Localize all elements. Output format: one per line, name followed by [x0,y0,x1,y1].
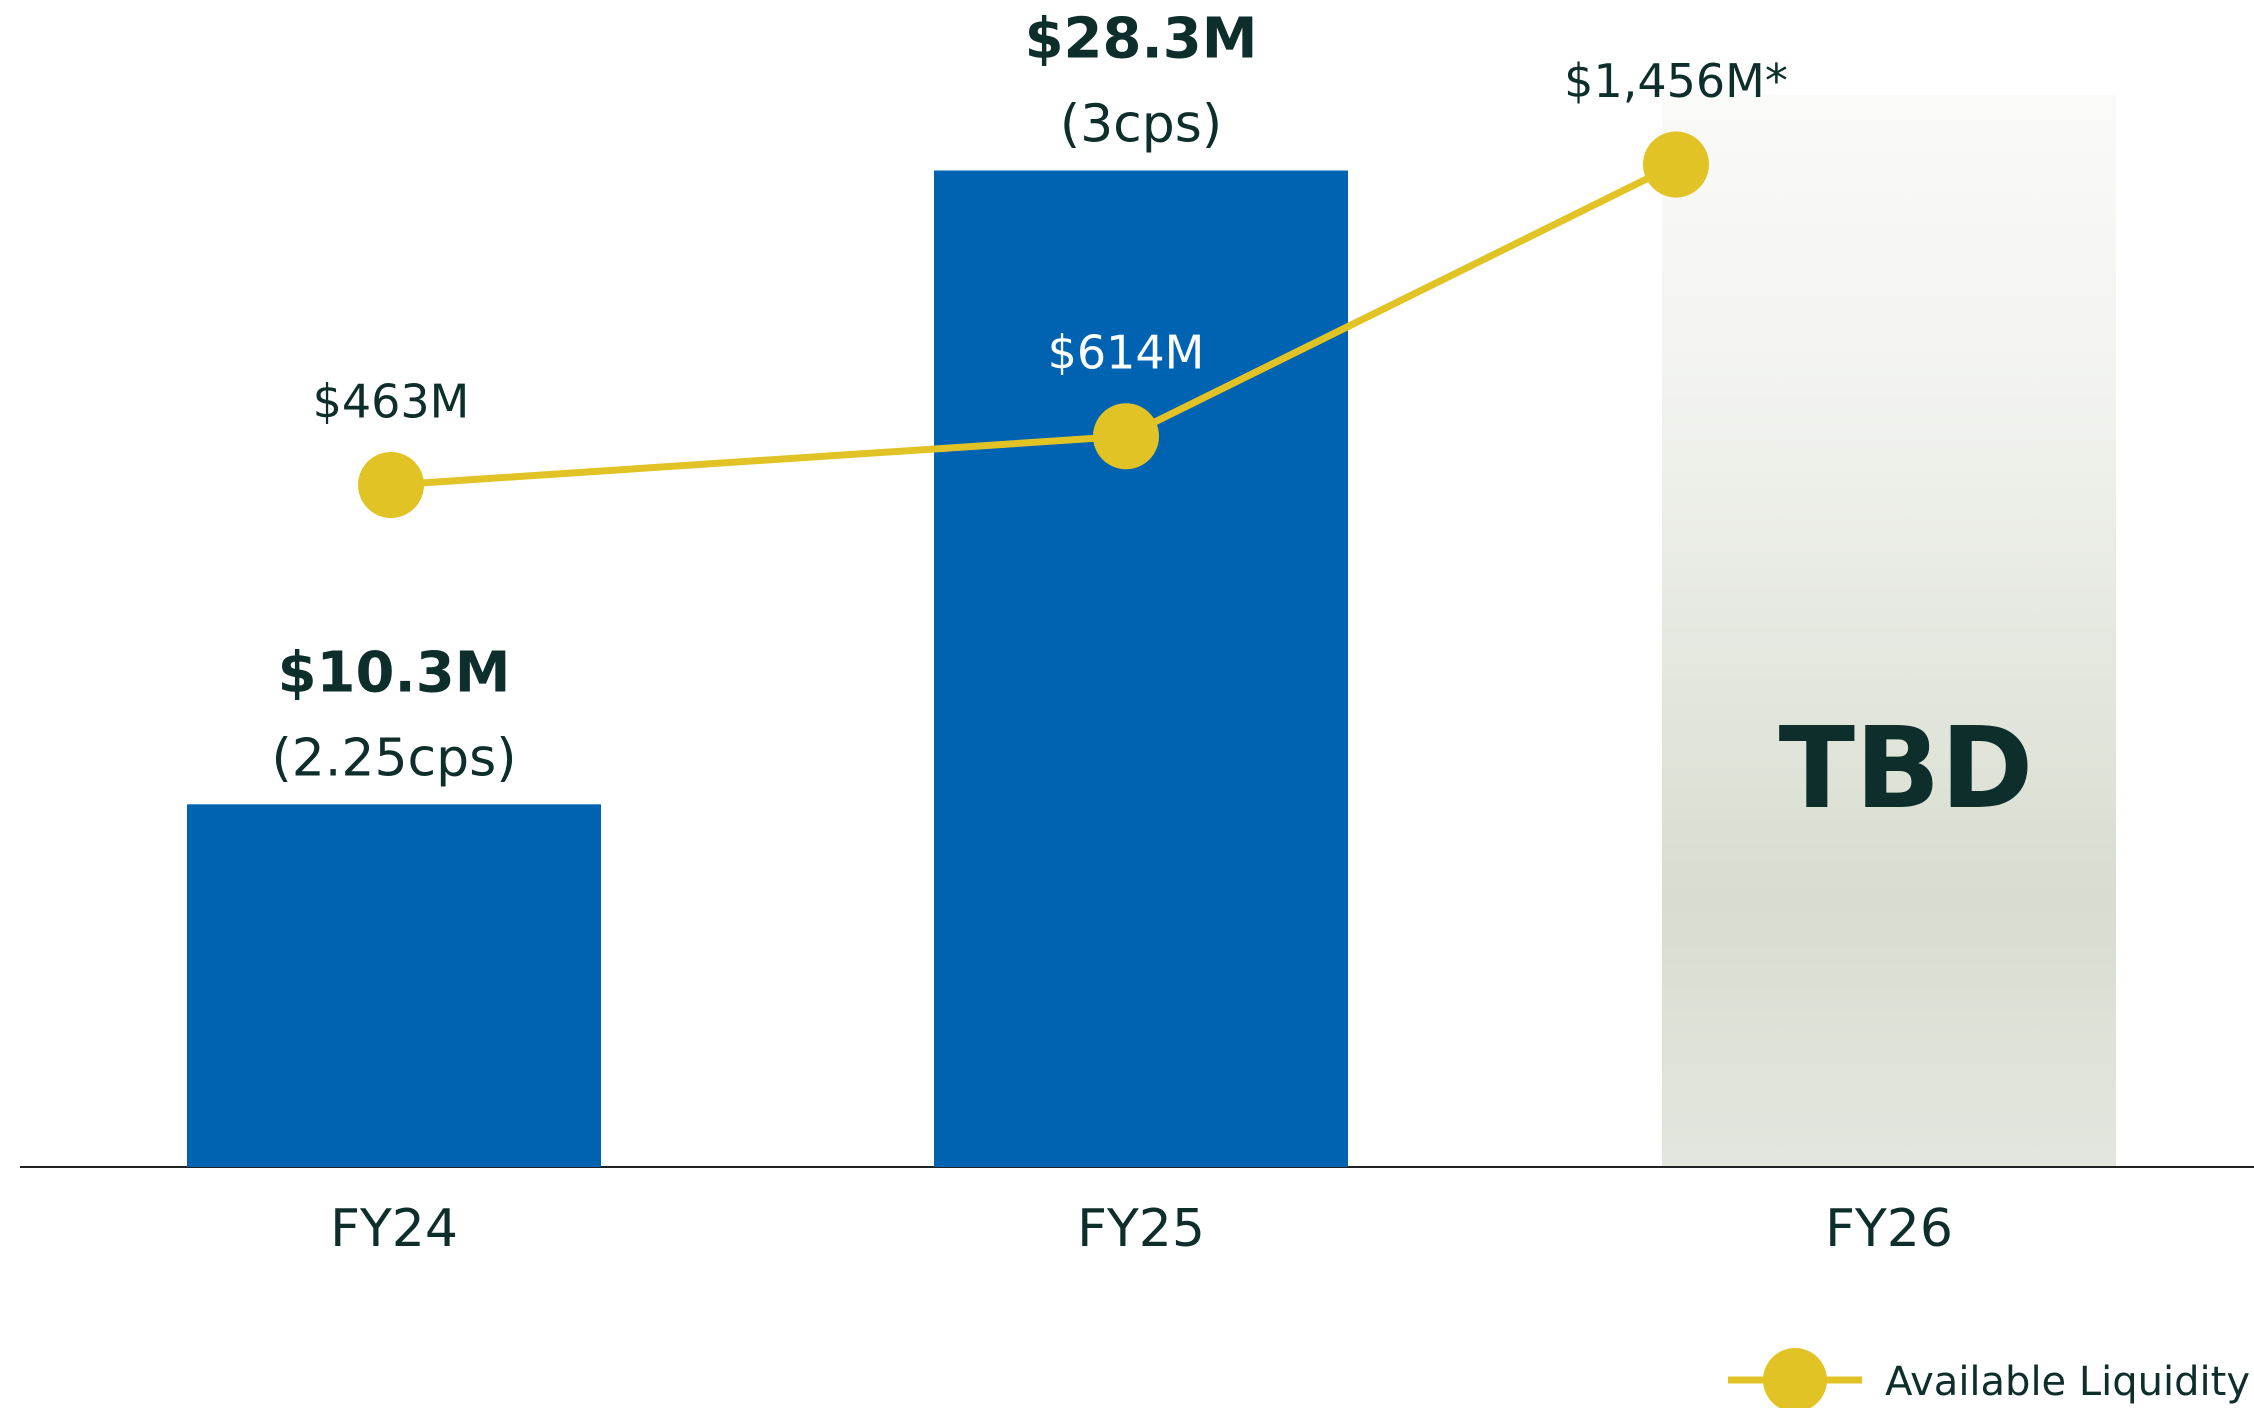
bar [934,170,1348,1168]
line-point [1093,403,1159,470]
line-point [358,451,424,518]
line-point [1643,131,1709,198]
tbd-placeholder [1662,95,2116,1167]
line-value-label: $463M [313,374,470,428]
legend-marker [1763,1348,1827,1408]
value-label: $10.3M [278,640,511,705]
x-tick-label: FY26 [1825,1199,1953,1259]
x-tick-label: FY24 [330,1199,458,1259]
tbd-label: TBD [1779,704,2034,834]
secondary-label: (3cps) [1060,94,1222,154]
legend-label: Available Liquidity [1885,1359,2250,1405]
secondary-label: (2.25cps) [271,728,516,788]
value-label: $28.3M [1025,7,1258,72]
line-value-label: $1,456M* [1564,54,1788,108]
bar [187,804,601,1167]
line-value-label: $614M [1048,326,1205,380]
x-tick-label: FY25 [1077,1199,1205,1259]
